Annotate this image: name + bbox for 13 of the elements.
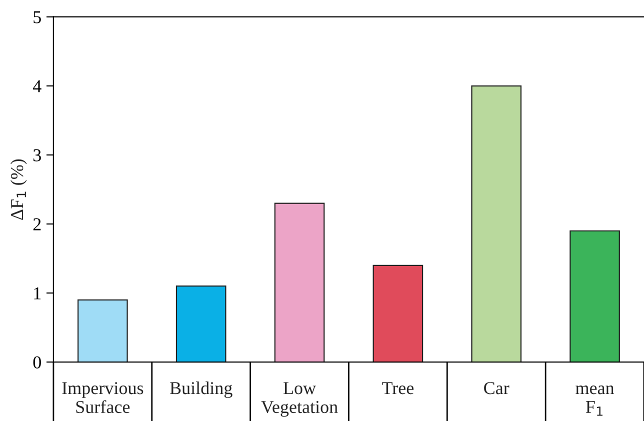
y-tick-label: 4: [32, 80, 42, 92]
x-tick-label: Building: [170, 382, 232, 398]
x-tick-label: Impervious Surface: [62, 382, 144, 414]
y-tick-label: 3: [33, 149, 41, 162]
y-axis-title: ΔF$_{1}$ (%): [10, 159, 27, 220]
y-tick-label: 5: [34, 11, 41, 24]
y-tick-label: 2: [33, 218, 41, 230]
y-tick-label: 1: [34, 287, 41, 300]
x-tick-label: Car: [484, 382, 510, 394]
y-tick-label: 0: [33, 356, 41, 368]
x-tick-label: mean F$_{1}$: [576, 386, 614, 416]
x-tick-label: Low Vegetation: [261, 382, 338, 417]
x-tick-label: Tree: [382, 382, 414, 394]
